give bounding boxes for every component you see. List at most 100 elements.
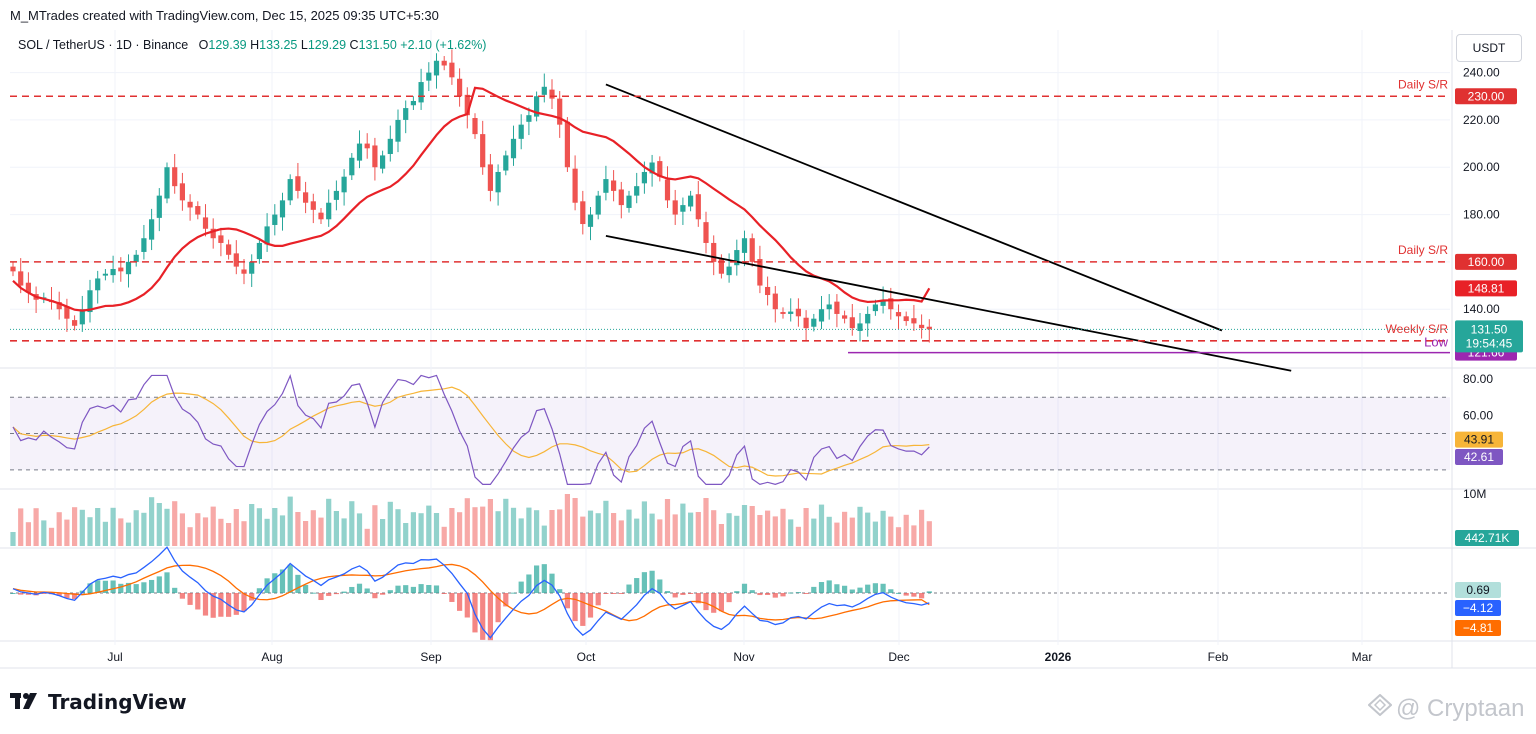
high-label: H [250,38,260,52]
candle-body [380,155,386,169]
candle-body [587,214,594,227]
macd-histogram-bar [818,582,825,593]
candle-body [310,201,316,210]
volume-bar [364,528,370,546]
macd-histogram-bar [149,579,155,593]
candle-body [526,115,532,122]
volume-bar [118,518,124,546]
volume-bar [534,510,540,546]
volume-bar [249,504,255,546]
volume-bar [510,507,517,546]
candle-body [256,242,262,260]
candle-body [865,313,871,324]
volume-bar [472,507,478,546]
candle-body [926,326,932,330]
candle-body [226,244,232,255]
volume-bar [210,506,216,546]
macd-histogram-bar [256,588,262,593]
channel-lower-trendline [605,234,1292,372]
volume-bar [172,501,178,546]
macd-histogram-bar [834,584,840,593]
rsi-line [12,374,930,486]
candle-body [303,192,309,203]
macd-histogram-bar [572,593,578,622]
macd-histogram-bar [919,593,925,599]
volume-bar [349,501,355,546]
price-axis-tick-label: 240.00 [1463,66,1500,80]
tradingview-logo-icon [10,690,40,714]
macd-histogram-bar [803,593,809,594]
volume-bar [441,526,447,546]
macd-histogram-bar [564,593,570,609]
volume-bar [387,501,393,546]
volume-bar [580,516,586,546]
volume-bar [187,527,193,546]
support-resistance-label: Weekly S/R [1386,322,1449,336]
watermark: @ Cryptaan [1367,693,1524,723]
macd-histogram-bar [703,593,709,611]
volume-bar [279,515,286,546]
volume-bar [572,498,578,546]
tradingview-brand[interactable]: TradingView [10,690,187,714]
candle-body [179,183,185,201]
volume-bar [480,506,486,546]
macd-histogram-bar [25,593,31,595]
candle-body [534,96,540,117]
currency-unit-button[interactable]: USDT [1456,34,1522,62]
price-axis-tick-label: 220.00 [1463,113,1500,127]
volume-bar [549,510,555,546]
volume-bar [395,509,401,546]
macd-value-tag-label: −4.12 [1463,601,1494,615]
rsi-axis-tick-label: 80.00 [1463,372,1493,386]
macd-histogram-bar [757,593,763,596]
candle-body [187,201,193,208]
macd-histogram-bar [842,585,848,593]
volume-bar [811,518,817,546]
volume-bar [788,519,794,546]
candle-body [880,299,886,306]
volume-bar [757,515,763,546]
volume-bar [718,524,724,546]
macd-histogram-bar [695,593,701,604]
candle-body [818,309,825,322]
candle-body [741,238,748,253]
author-line: M_MTrades created with TradingView.com, … [10,8,439,23]
candle-body [279,200,286,218]
candle-body [780,312,786,314]
volume-bar [226,523,232,546]
volume-bar [41,520,47,546]
candle-body [264,226,270,245]
price-level-tag [1455,253,1517,270]
candle-body [911,318,917,324]
candle-body [641,171,647,184]
candle-body [611,180,617,191]
rsi-ma-tag [1455,431,1503,448]
candle-body [372,145,378,168]
volume-bar [303,521,309,546]
macd-value-tag [1455,600,1501,616]
volume-bar [464,498,470,546]
macd-histogram-bar [734,591,740,593]
macd-histogram-bar [857,587,863,593]
macd-histogram-bar [241,593,247,612]
macd-histogram-bar [826,580,832,593]
macd-histogram-bar [926,591,932,593]
volume-bar [241,521,247,546]
volume-bar [587,510,594,546]
macd-histogram-bar [549,573,555,593]
candle-body [580,201,586,225]
macd-histogram-bar [95,580,101,593]
candle-body [657,161,663,177]
x-axis-tick-label: Nov [733,650,754,664]
macd-histogram-bar [210,593,216,618]
symbol-name[interactable]: SOL / TetherUS · 1D · Binance [18,38,189,52]
volume-bar [618,520,624,546]
candle-body [318,212,324,220]
candle-body [149,219,155,240]
volume-bar [433,513,440,546]
volume-bar [695,512,701,546]
volume-bar [218,518,224,546]
candle-body [64,306,70,319]
volume-bar [680,503,686,546]
